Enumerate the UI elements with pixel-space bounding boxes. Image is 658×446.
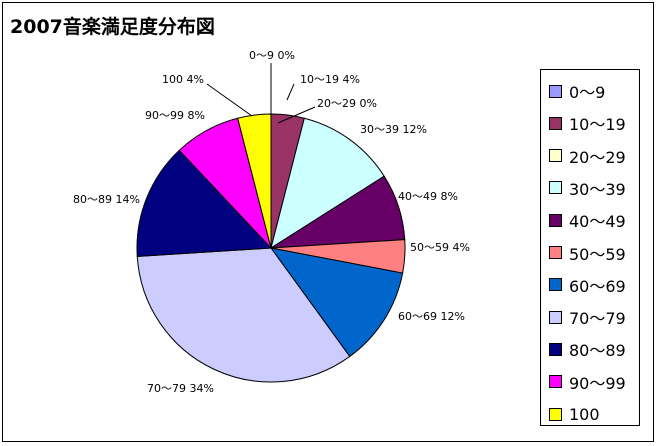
legend-item-1: 10〜19 xyxy=(549,112,626,134)
legend-label-0: 0〜9 xyxy=(569,83,606,102)
chart-legend: 0〜9 10〜19 20〜29 30〜39 40〜49 50〜59 60〜69 70〜79 80… xyxy=(540,69,640,426)
legend-swatch-8 xyxy=(549,342,562,356)
pie-chart: 0〜9 0% 10〜19 4% 20〜29 0% 30〜39 12% 40〜49 8% 5… xyxy=(73,49,470,395)
legend-swatch-3 xyxy=(549,181,562,195)
pie-slice-3 xyxy=(270,117,385,250)
legend-label-10: 100 xyxy=(569,404,600,424)
legend-label-5: 50〜59 xyxy=(569,244,626,264)
legend-swatch-2 xyxy=(549,149,562,163)
legend-label-8: 80〜89 xyxy=(569,341,626,361)
leader-line-2 xyxy=(277,106,316,124)
legend-item-5: 50〜59 xyxy=(549,242,626,264)
data-label-4: 40〜49 8% xyxy=(398,190,458,203)
pie-slice-8 xyxy=(136,149,273,257)
leader-line-10 xyxy=(206,83,253,117)
legend-item-3: 30〜39 xyxy=(549,177,626,199)
legend-item-9: 90〜99 xyxy=(549,371,626,393)
data-label-7: 70〜79 34% xyxy=(147,382,214,395)
legend-label-9: 90〜99 xyxy=(569,373,626,393)
data-label-8: 80〜89 14% xyxy=(73,193,140,206)
legend-item-4: 40〜49 xyxy=(549,209,626,231)
data-label-3: 30〜39 12% xyxy=(360,123,427,136)
data-label-5: 50〜59 4% xyxy=(410,241,470,254)
legend-swatch-4 xyxy=(549,213,562,227)
data-label-10: 100 4% xyxy=(162,73,204,86)
data-label-0: 0〜9 0% xyxy=(249,49,295,62)
legend-label-6: 60〜69 xyxy=(569,276,626,296)
legend-label-1: 10〜19 xyxy=(569,115,626,135)
legend-label-7: 70〜79 xyxy=(569,309,626,329)
data-label-2: 20〜29 0% xyxy=(317,97,377,110)
legend-swatch-9 xyxy=(549,375,562,389)
pie-slice-6 xyxy=(269,247,404,358)
legend-item-7: 70〜79 xyxy=(549,306,626,328)
pie-slice-7 xyxy=(136,247,351,383)
legend-swatch-7 xyxy=(549,310,562,324)
legend-swatch-5 xyxy=(549,246,562,259)
legend-swatch-1 xyxy=(549,116,562,130)
leader-line-1 xyxy=(286,83,295,101)
legend-item-2: 20〜29 xyxy=(549,145,626,167)
data-label-6: 60〜69 12% xyxy=(398,310,465,323)
legend-swatch-0 xyxy=(549,84,562,98)
legend-label-4: 40〜49 xyxy=(569,212,626,232)
legend-item-8: 80〜89 xyxy=(549,338,626,360)
legend-item-0: 0〜9 xyxy=(549,80,605,102)
legend-label-3: 30〜39 xyxy=(569,179,626,199)
legend-swatch-10 xyxy=(549,407,562,421)
legend-item-10: 100 xyxy=(549,403,600,425)
legend-item-6: 60〜69 xyxy=(549,274,626,296)
legend-swatch-6 xyxy=(549,278,562,292)
data-label-1: 10〜19 4% xyxy=(300,73,360,86)
legend-label-2: 20〜29 xyxy=(569,147,626,167)
chart-title: 2007音楽満足度分布図 xyxy=(10,16,215,38)
data-label-9: 90〜99 8% xyxy=(145,109,205,122)
